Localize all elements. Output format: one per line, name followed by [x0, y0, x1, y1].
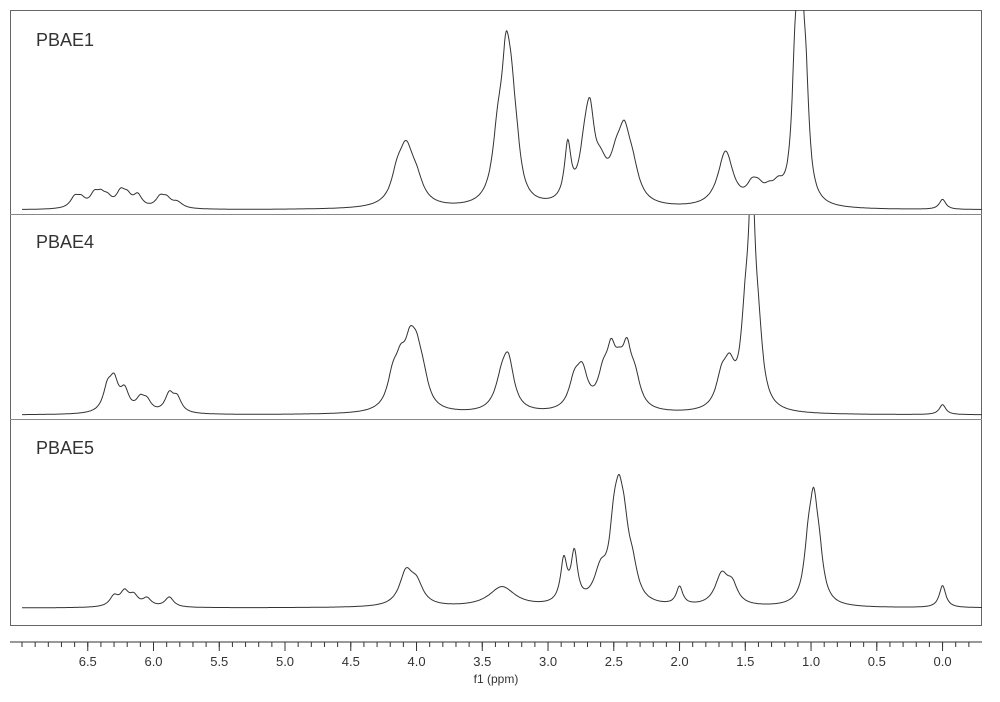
- x-tick-label: 3.0: [539, 654, 557, 669]
- x-tick-label: 6.5: [79, 654, 97, 669]
- x-tick-label: 2.5: [605, 654, 623, 669]
- x-tick-label: 4.5: [342, 654, 360, 669]
- nmr-spectrum: [22, 419, 982, 610]
- x-tick-label: 5.5: [210, 654, 228, 669]
- x-tick-label: 1.5: [736, 654, 754, 669]
- panel-divider: [10, 214, 982, 215]
- nmr-spectrum: [22, 10, 982, 212]
- x-axis: 6.5 6.0 5.5 5.0 4.5 4.0 3.5 3.0 2.5 2.0 1.5 1.0 0.5 0…: [10, 640, 982, 690]
- x-tick-label: 5.0: [276, 654, 294, 669]
- x-tick-label: 0.5: [868, 654, 886, 669]
- spectrum-trace: [22, 475, 982, 608]
- x-tick-label: 2.0: [670, 654, 688, 669]
- x-tick-label: 0.0: [934, 654, 952, 669]
- spectrum-trace: [22, 10, 982, 210]
- x-tick-label: 1.0: [802, 654, 820, 669]
- x-tick-label: 4.0: [407, 654, 425, 669]
- x-tick-label: 3.5: [473, 654, 491, 669]
- x-tick-label: 6.0: [144, 654, 162, 669]
- panel-divider: [10, 419, 982, 420]
- x-axis-label: f1 (ppm): [10, 672, 982, 686]
- spectrum-trace: [22, 214, 982, 415]
- nmr-spectrum: [22, 214, 982, 417]
